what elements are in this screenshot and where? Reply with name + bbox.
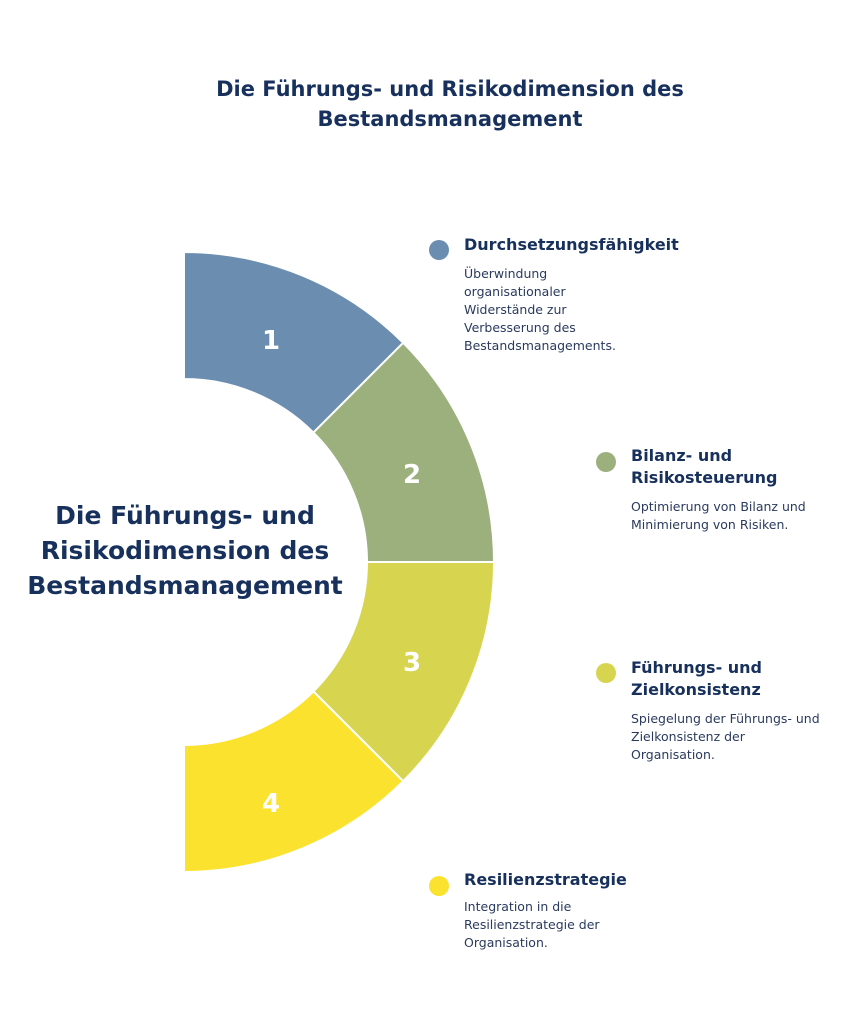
item-1-dot-icon <box>429 240 449 260</box>
item-3-description: Spiegelung der Führungs- und Zielkonsist… <box>631 711 820 762</box>
segment-3-number: 3 <box>403 648 421 678</box>
segment-4-number: 4 <box>262 789 280 819</box>
page-title: Die Führungs- und Risikodimension des Be… <box>216 77 684 131</box>
segment-4[interactable] <box>183 689 405 874</box>
item-3-dot-icon <box>596 663 616 683</box>
item-4-description: Integration in die Resilienzstrategie de… <box>464 899 600 950</box>
item-2-description: Optimierung von Bilanz und Minimierung v… <box>631 499 806 532</box>
item-1-heading: Durchsetzungsfähigkeit <box>464 235 679 254</box>
item-1-description: Überwindung organisationaler Widerstände… <box>464 266 616 353</box>
segment-1-number: 1 <box>262 326 280 356</box>
item-4-heading: Resilienzstrategie <box>464 870 627 889</box>
item-2-dot-icon <box>596 452 616 472</box>
item-2-heading: Bilanz- und Risikosteuerung <box>631 446 778 487</box>
segment-2-number: 2 <box>403 460 421 490</box>
item-3-heading: Führungs- und Zielkonsistenz <box>631 658 763 699</box>
item-4-dot-icon <box>429 876 449 896</box>
center-title: Die Führungs- und Risikodimension des Be… <box>27 501 343 600</box>
